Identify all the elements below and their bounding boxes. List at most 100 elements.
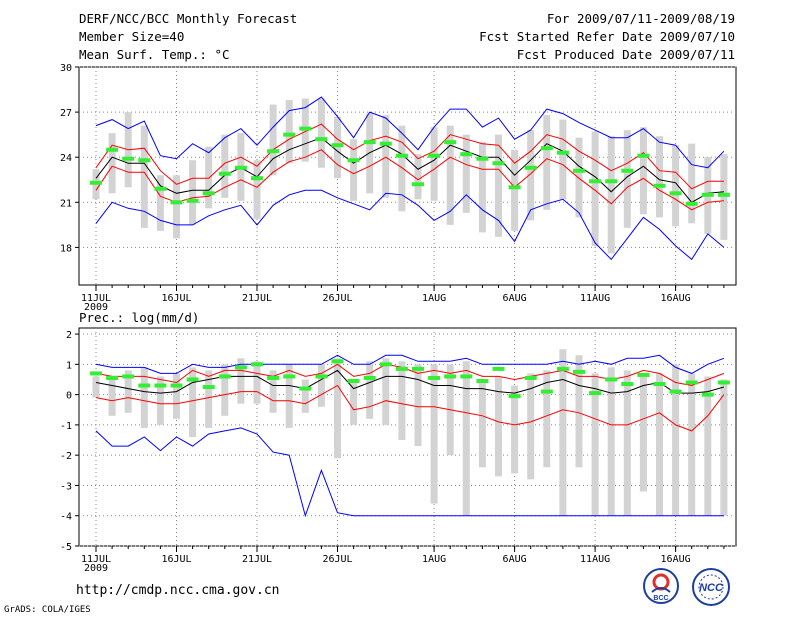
temp-median-marker	[444, 140, 457, 145]
source-url[interactable]: http://cmdp.ncc.cma.gov.cn	[76, 583, 280, 598]
temp-ensemble-box	[173, 175, 180, 239]
temp-ytick-label: 30	[60, 63, 72, 74]
temp-ensemble-box	[430, 127, 438, 201]
temp-median-marker	[605, 179, 618, 184]
prec-median-marker	[717, 380, 730, 385]
temp-ensemble-box	[559, 119, 567, 200]
prec-median-marker	[186, 377, 199, 382]
temp-ensemble-box	[656, 136, 663, 218]
prec-ensemble-box	[495, 376, 502, 477]
prec-median-marker	[170, 383, 183, 388]
temp-median-marker	[299, 126, 312, 131]
temp-xtick-label: 16JUL	[161, 293, 191, 304]
prec-median-marker	[331, 359, 344, 364]
temp-ensemble-box	[398, 125, 406, 212]
prec-xtick-label: 26JUL	[322, 554, 352, 565]
prec-ensemble-box	[269, 370, 277, 413]
prec-median-marker	[347, 378, 360, 383]
prec-median-marker	[138, 383, 151, 388]
temp-median-marker	[669, 191, 682, 196]
prec-median-marker	[90, 371, 102, 376]
prec-median-marker	[476, 378, 489, 383]
prec-ensemble-box	[156, 376, 164, 425]
prec-ensemble-box	[575, 355, 583, 468]
temp-ensemble-box	[189, 160, 197, 225]
temp-median-marker	[267, 149, 280, 154]
prec-ensemble-box	[253, 361, 261, 404]
prec-median-marker	[395, 366, 408, 371]
prec-ensemble-box	[672, 364, 680, 516]
prec-ensemble-box	[366, 361, 374, 419]
temp-median-marker	[653, 183, 666, 188]
temp-ensemble-box	[108, 133, 116, 194]
prec-ensemble-box	[591, 373, 599, 516]
temp-median-marker	[524, 165, 537, 170]
prec-median-marker	[379, 362, 392, 367]
prec-median-marker	[460, 374, 473, 379]
prec-ensemble-box	[237, 358, 245, 404]
temp-median-marker	[138, 158, 151, 163]
prec-lower-line	[95, 384, 725, 432]
prec-median-marker	[202, 385, 215, 390]
prec-median-marker	[267, 375, 280, 380]
temp-xtick-label: 1AUG	[422, 293, 446, 304]
prec-median-marker	[605, 377, 618, 382]
prec-ytick-label: 2	[66, 330, 72, 341]
bcc-logo-text: BCC	[653, 595, 668, 602]
prec-xtick-label: 1AUG	[422, 554, 446, 565]
temp-median-marker	[379, 141, 392, 146]
prec-ensemble-box	[301, 379, 309, 413]
prec-ensemble-box	[527, 373, 535, 480]
temp-median-marker	[573, 168, 585, 173]
temp-ensemble-box	[623, 130, 631, 228]
prec-ensemble-box	[108, 379, 116, 416]
temp-median-marker	[170, 200, 183, 205]
prec-xtick-year: 2009	[84, 563, 108, 574]
temp-median-marker	[701, 192, 714, 197]
temp-median-marker	[218, 171, 231, 176]
prec-median-marker	[589, 391, 602, 396]
prec-median-marker	[492, 366, 505, 371]
temp-median-marker	[637, 153, 650, 158]
prec-mean-line	[95, 369, 725, 394]
temp-ensemble-box	[269, 104, 277, 176]
prec-ensemble-box	[189, 367, 197, 437]
temp-median-marker	[428, 153, 441, 158]
temp-median-marker	[122, 156, 135, 161]
prec-median-marker	[412, 366, 424, 371]
prec-median-marker	[685, 380, 698, 385]
temp-median-marker	[395, 153, 408, 158]
prec-xtick-label: 11JUL	[81, 554, 111, 565]
temp-ensemble-box	[253, 160, 261, 219]
temp-ensemble-box	[285, 100, 293, 164]
temp-ensemble-box	[462, 134, 470, 213]
temp-ensemble-box	[366, 113, 374, 194]
prec-ensemble-box	[124, 370, 132, 413]
prec-ensemble-box	[430, 364, 438, 504]
temp-median-marker	[106, 147, 119, 152]
prec-ensemble-box	[285, 364, 293, 428]
prec-ensemble-box	[382, 358, 390, 425]
temp-lower-line	[95, 149, 724, 211]
temp-max-line	[95, 96, 725, 169]
prec-xtick-label: 6AUG	[503, 554, 527, 565]
temp-median-marker	[251, 176, 263, 181]
prec-median-marker	[508, 394, 521, 399]
temp-median-marker	[234, 165, 247, 170]
member-size: Member Size=40	[79, 29, 185, 44]
prec-max-line	[95, 354, 725, 374]
prec-ytick-label: -2	[60, 451, 72, 462]
prec-ensemble-box	[414, 364, 422, 447]
temp-median-marker	[347, 158, 360, 163]
temp-upper-line	[95, 123, 724, 190]
temp-ensemble-box	[140, 125, 148, 228]
prec-ensemble-box	[140, 367, 148, 428]
temp-ensemble-box	[317, 98, 325, 168]
temp-ensemble-box	[688, 143, 696, 224]
temp-median-marker	[621, 168, 634, 173]
prec-ensemble-box	[688, 373, 696, 516]
bcc-logo: BCC	[643, 568, 679, 604]
prec-min-line	[95, 427, 724, 518]
